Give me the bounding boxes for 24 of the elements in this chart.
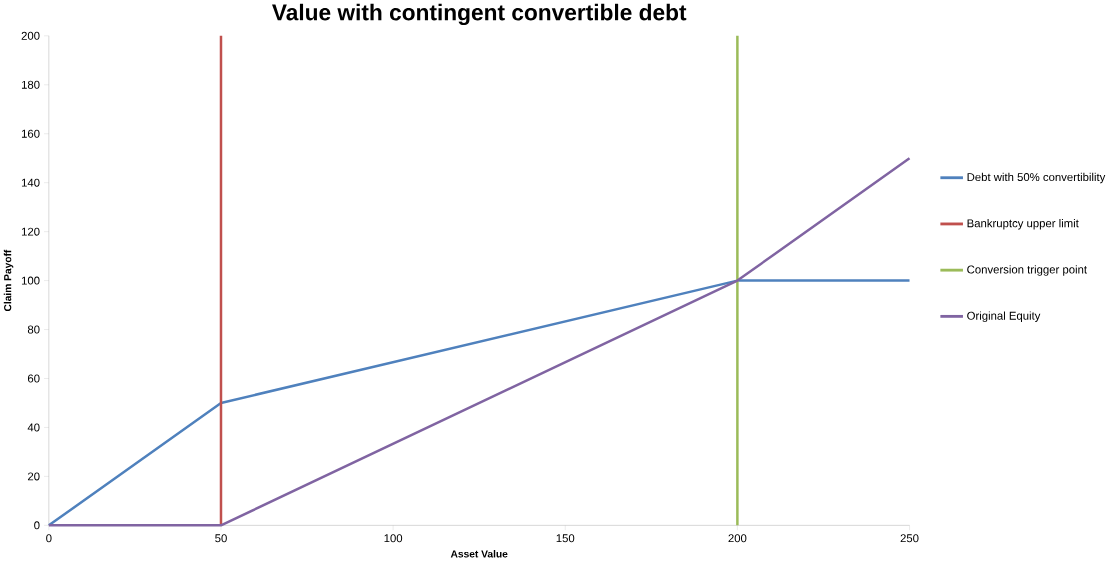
y-tick-label: 40	[27, 423, 40, 432]
y-tick-label: 120	[21, 227, 40, 236]
y-tick-label: 0	[34, 521, 40, 530]
chart-title: Value with contingent convertible debt	[272, 3, 687, 25]
y-tick-label: 160	[21, 129, 40, 138]
y-tick-label: 140	[21, 178, 40, 187]
y-axis-title: Claim Payoff	[3, 249, 14, 311]
y-tick-label: 180	[21, 80, 40, 89]
legend-label: Debt with 50% convertibility	[967, 172, 1106, 184]
legend-label: Original Equity	[967, 311, 1041, 322]
y-tick-label: 200	[21, 31, 40, 40]
x-tick-label: 150	[556, 534, 575, 543]
y-tick-label: 100	[21, 276, 40, 285]
x-tick-label: 200	[728, 534, 747, 543]
x-tick-label: 250	[900, 534, 919, 543]
y-tick-label: 20	[27, 472, 40, 481]
y-tick-label: 60	[27, 374, 40, 383]
legend-label: Bankruptcy upper limit	[967, 218, 1079, 230]
x-tick-label: 50	[215, 534, 227, 543]
legend-label: Conversion trigger point	[967, 265, 1087, 276]
x-tick-label: 100	[384, 534, 403, 543]
x-axis-title: Asset Value	[450, 549, 508, 558]
x-tick-label: 0	[46, 534, 52, 543]
y-tick-label: 80	[27, 325, 40, 334]
